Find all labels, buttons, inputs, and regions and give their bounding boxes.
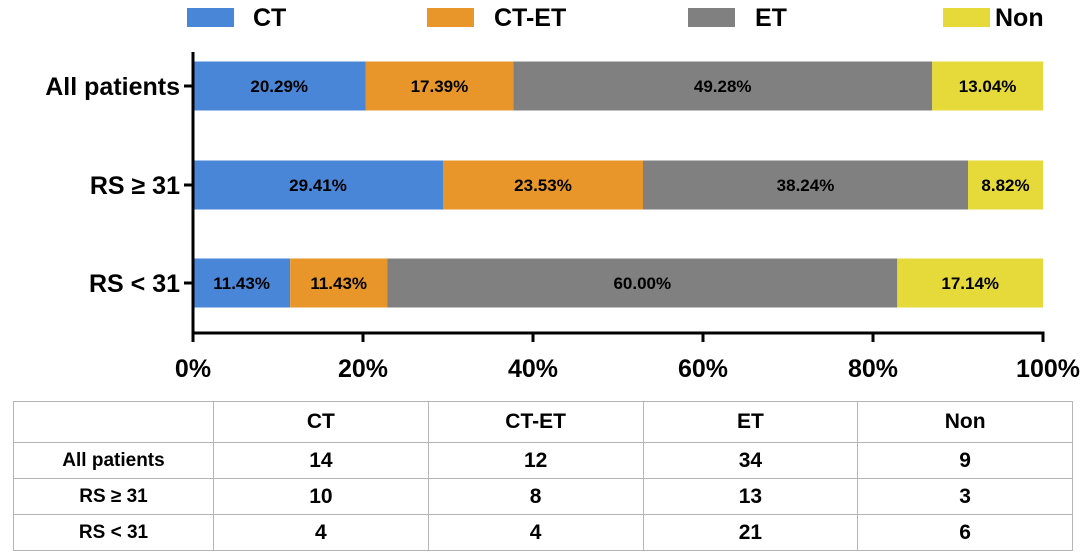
table-cell: 9 xyxy=(857,442,1073,479)
data-label-ct-et: 17.39% xyxy=(411,77,469,96)
bar-segment-non xyxy=(932,61,1043,111)
table-cell: 3 xyxy=(857,478,1073,515)
x-tick-label: 40% xyxy=(508,355,558,383)
data-label-non: 13.04% xyxy=(959,77,1017,96)
category-label: RS ≥ 31 xyxy=(90,172,180,200)
bar-segment-ct-et xyxy=(443,160,643,210)
bar-segment-ct xyxy=(193,160,443,210)
bar-segment-ct xyxy=(193,61,366,111)
x-tick-label: 20% xyxy=(338,355,388,383)
bar-segment-et xyxy=(513,61,933,111)
data-label-non: 8.82% xyxy=(981,176,1029,195)
table-row: All patients 14 12 34 9 xyxy=(13,442,1073,479)
data-label-ct: 20.29% xyxy=(250,77,308,96)
table-row-label: RS < 31 xyxy=(13,514,214,551)
legend: CT CT-ET ET Non xyxy=(187,4,1044,32)
category-label: All patients xyxy=(45,73,180,101)
table-cell: 4 xyxy=(427,514,644,551)
table-corner-cell xyxy=(13,401,214,443)
legend-label-ct: CT xyxy=(253,4,286,32)
table-header-ct: CT xyxy=(213,401,429,443)
bar-segment-et xyxy=(387,258,898,308)
bar-segment-ct xyxy=(193,258,291,308)
table-cell: 8 xyxy=(427,478,644,515)
x-tick-label: 100% xyxy=(1016,355,1080,383)
table-cell: 4 xyxy=(213,514,429,551)
bars: 20.29% 17.39% 49.28% 13.04% 29.41% 23.53% 38.2… xyxy=(193,61,1043,308)
table-header-et: ET xyxy=(642,401,859,443)
legend-swatch-ct xyxy=(187,8,234,27)
stacked-bar-chart: CT CT-ET ET Non 20.29% 17.39% 49.28% 13.04% 29.… xyxy=(45,4,1080,383)
patient-count-table: CT CT-ET ET Non All patients 14 12 34 9 … xyxy=(13,401,1073,551)
bar-segment-ct-et xyxy=(290,258,388,308)
legend-label-et: ET xyxy=(755,4,787,32)
table-header-non: Non xyxy=(857,401,1073,443)
data-label-ct-et: 11.43% xyxy=(310,274,367,293)
legend-swatch-et xyxy=(688,8,735,27)
data-label-et: 60.00% xyxy=(613,274,671,293)
data-label-ct-et: 23.53% xyxy=(514,176,572,195)
x-tick-label: 80% xyxy=(848,355,898,383)
table-row-label: RS ≥ 31 xyxy=(13,478,214,515)
table-cell: 6 xyxy=(857,514,1073,551)
table-row: RS < 31 4 4 21 6 xyxy=(13,514,1073,551)
table-cell: 10 xyxy=(213,478,429,515)
category-label: RS < 31 xyxy=(89,270,180,298)
legend-swatch-non xyxy=(943,8,990,27)
table-header-ct-et: CT-ET xyxy=(427,401,644,443)
bar-segment-et xyxy=(643,160,968,210)
table-header-row: CT CT-ET ET Non xyxy=(13,401,1073,443)
legend-label-ct-et: CT-ET xyxy=(494,4,566,32)
data-label-ct: 11.43% xyxy=(213,274,270,293)
bar-segment-ct-et xyxy=(365,61,514,111)
bar-segment-non xyxy=(897,258,1043,308)
axes: All patients RS ≥ 31 RS < 31 0% 20% 40% 60% 80%… xyxy=(45,52,1080,383)
table-cell: 34 xyxy=(642,442,859,479)
table-row-label: All patients xyxy=(13,442,214,479)
table-cell: 12 xyxy=(427,442,644,479)
legend-swatch-ct-et xyxy=(427,8,474,27)
x-tick-label: 0% xyxy=(175,355,211,383)
bar-segment-non xyxy=(968,160,1043,210)
data-label-et: 49.28% xyxy=(694,77,752,96)
data-label-et: 38.24% xyxy=(777,176,835,195)
x-tick-label: 60% xyxy=(678,355,728,383)
data-label-non: 17.14% xyxy=(941,274,999,293)
table-cell: 14 xyxy=(213,442,429,479)
table-cell: 13 xyxy=(642,478,859,515)
table-row: RS ≥ 31 10 8 13 3 xyxy=(13,478,1073,515)
data-label-ct: 29.41% xyxy=(289,176,347,195)
table-cell: 21 xyxy=(642,514,859,551)
legend-label-non: Non xyxy=(995,4,1044,32)
